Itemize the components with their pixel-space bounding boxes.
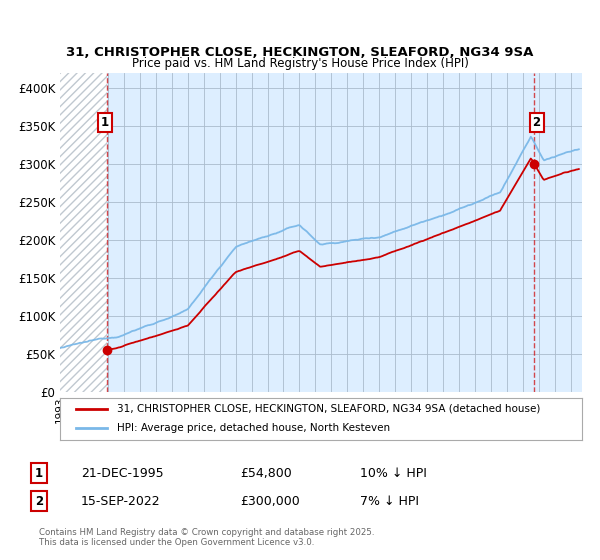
Text: 2: 2 [35, 494, 43, 508]
Text: 7% ↓ HPI: 7% ↓ HPI [360, 494, 419, 508]
Bar [60, 73, 107, 392]
Text: 2: 2 [533, 116, 541, 129]
Text: £54,800: £54,800 [240, 466, 292, 480]
Text: HPI: Average price, detached house, North Kesteven: HPI: Average price, detached house, Nort… [118, 423, 391, 433]
Text: Contains HM Land Registry data © Crown copyright and database right 2025.
This d: Contains HM Land Registry data © Crown c… [39, 528, 374, 547]
Text: 1: 1 [35, 466, 43, 480]
Text: Price paid vs. HM Land Registry's House Price Index (HPI): Price paid vs. HM Land Registry's House … [131, 57, 469, 70]
Text: 31, CHRISTOPHER CLOSE, HECKINGTON, SLEAFORD, NG34 9SA: 31, CHRISTOPHER CLOSE, HECKINGTON, SLEAF… [67, 46, 533, 59]
Text: 31, CHRISTOPHER CLOSE, HECKINGTON, SLEAFORD, NG34 9SA (detached house): 31, CHRISTOPHER CLOSE, HECKINGTON, SLEAF… [118, 404, 541, 414]
Text: 21-DEC-1995: 21-DEC-1995 [81, 466, 164, 480]
Text: 10% ↓ HPI: 10% ↓ HPI [360, 466, 427, 480]
Text: 1: 1 [101, 116, 109, 129]
Text: 15-SEP-2022: 15-SEP-2022 [81, 494, 161, 508]
Text: £300,000: £300,000 [240, 494, 300, 508]
